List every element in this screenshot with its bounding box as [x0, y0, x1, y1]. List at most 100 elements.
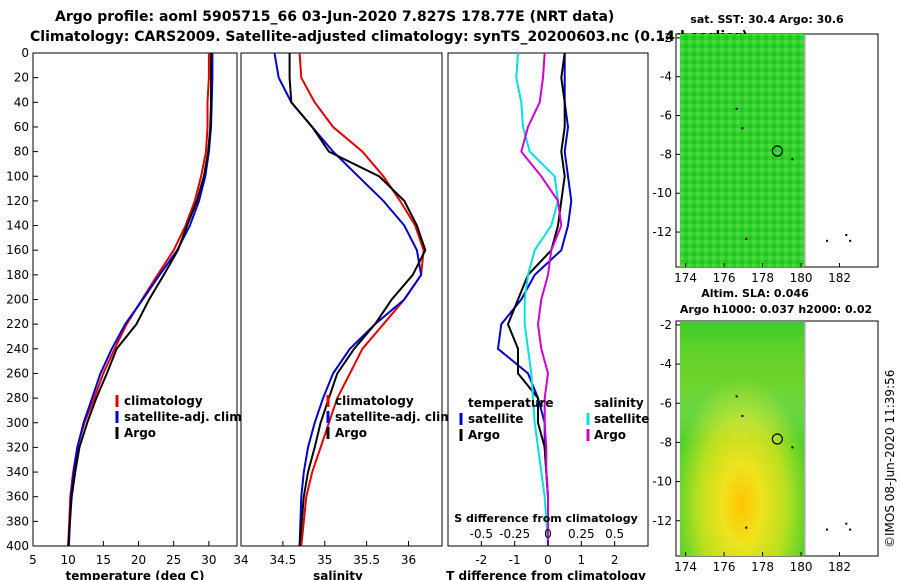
sla_map-ytick-label: -12	[652, 514, 672, 528]
sst_map-argo-marker	[771, 145, 783, 157]
temperature-xtick-label: 15	[96, 553, 111, 567]
sst_map-island	[826, 239, 829, 242]
sla_map-island	[791, 446, 794, 449]
depth-tick-label: 60	[14, 120, 29, 134]
salinity-xtick-label: 36	[401, 553, 416, 567]
temperature-xtick-label: 20	[131, 553, 146, 567]
sst_map-island	[845, 233, 848, 236]
difference-panel: temperature salinity satellite Argo satellit…	[446, 52, 649, 580]
temperature-legend-label: Argo	[124, 426, 156, 440]
salinity-xtick-label: 34.5	[270, 553, 297, 567]
difference-top-tick-label: 0	[544, 527, 552, 541]
difference-top-axis-label: S difference from climatology	[454, 512, 638, 525]
sla_map-xtick-label: 174	[674, 560, 697, 574]
salinity-xtick-label: 34	[233, 553, 248, 567]
sst-map-panel: sat. SST: 30.4 Argo: 30.6 174 176 178 180 18…	[652, 13, 879, 285]
temperature-xtick-label: 5	[29, 553, 37, 567]
sla_map-xtick-label: 176	[713, 560, 736, 574]
sla_map-island	[849, 528, 852, 531]
sst_map-xtick-label: 176	[713, 271, 736, 285]
depth-tick-label: 140	[6, 219, 29, 233]
sla_map-ytick-label: -2	[660, 318, 672, 332]
sst-map-title: sat. SST: 30.4 Argo: 30.6	[690, 13, 844, 26]
depth-tick-label: 320	[6, 440, 29, 454]
sst_map-xtick-label: 182	[828, 271, 851, 285]
sla-field-top-shade	[680, 321, 804, 441]
difference-xtick-label: 1	[578, 553, 586, 567]
difference-top-tick-label: 0.5	[605, 527, 624, 541]
difference-xtick-label: -1	[509, 553, 521, 567]
sla_map-ytick-label: -10	[652, 475, 672, 489]
salinity-legend-label: climatology	[335, 394, 414, 408]
sla_map-island	[745, 526, 748, 529]
sst_map-island	[735, 107, 738, 110]
difference-xlabel: T difference from climatology	[446, 569, 646, 580]
sst_map-xtick-label: 178	[751, 271, 774, 285]
sst-field	[680, 34, 804, 267]
difference-legend-left-heading: temperature	[468, 396, 553, 410]
sla_map-ytick-label: -6	[660, 396, 672, 410]
difference-series-salinity-satellite	[515, 52, 560, 547]
difference-top-tick-label: 0.25	[568, 527, 595, 541]
difference-legend-label: satellite	[468, 412, 523, 426]
depth-tick-label: 120	[6, 194, 29, 208]
depth-tick-label: 160	[6, 243, 29, 257]
temperature-legend-label: satellite-adj. clim.	[124, 410, 246, 424]
difference-series-salinity-argo	[520, 52, 563, 546]
difference-xtick-label: -2	[475, 553, 487, 567]
side-stamp: ©IMOS 08-Jun-2020 11:39:56	[883, 370, 897, 548]
sst_map-island	[741, 127, 744, 130]
sst_map-island	[745, 237, 748, 240]
sst_map-island	[849, 239, 852, 242]
salinity-xlabel: salinity	[313, 569, 363, 580]
difference-legend-right-heading: salinity	[594, 396, 644, 410]
sst_map-island	[791, 158, 794, 161]
salinity-axes	[240, 52, 443, 547]
sst_map-ytick-label: -10	[652, 186, 672, 200]
sla_map-xtick-label: 182	[828, 560, 851, 574]
sst_map-ytick-label: -6	[660, 109, 672, 123]
depth-tick-label: 240	[6, 342, 29, 356]
depth-tick-label: 260	[6, 366, 29, 380]
difference-top-tick-label: -0.5	[470, 527, 493, 541]
sst_map-ytick-label: -2	[660, 31, 672, 45]
salinity-legend-label: satellite-adj. clim.	[335, 410, 457, 424]
depth-tick-label: 380	[6, 514, 29, 528]
sla_map-argo-marker	[771, 433, 783, 445]
sla_map-island	[826, 528, 829, 531]
sla_map-ytick-label: -8	[660, 435, 672, 449]
temperature-xtick-label: 10	[61, 553, 76, 567]
sla_map-xtick-label: 180	[790, 560, 813, 574]
sla-map-panel: Altim. SLA: 0.046 Argo h1000: 0.037 h200…	[652, 287, 879, 574]
sla-map-title-2: Argo h1000: 0.037 h2000: 0.02	[680, 303, 872, 316]
sla_map-island	[741, 415, 744, 417]
salinity-xtick-label: 35	[317, 553, 332, 567]
temperature-axes	[32, 52, 238, 547]
sst_map-xtick-label: 174	[674, 271, 697, 285]
temperature-xtick-label: 25	[166, 553, 181, 567]
depth-tick-label: 200	[6, 293, 29, 307]
sla_map-ytick-label: -4	[660, 357, 672, 371]
depth-tick-label: 360	[6, 490, 29, 504]
sla_map-island	[845, 522, 848, 525]
temperature-panel: climatology satellite-adj. clim. Argo 5 10 1…	[6, 46, 453, 580]
temperature-series-argo	[67, 53, 212, 547]
sst_map-ytick-label: -4	[660, 70, 672, 84]
salinity-series-argo	[288, 53, 427, 547]
depth-tick-label: 20	[14, 71, 29, 85]
difference-series-temperature-satellite	[496, 53, 573, 546]
sst_map-ytick-label: -12	[652, 225, 672, 239]
depth-tick-label: 220	[6, 317, 29, 331]
difference-legend-label: Argo	[468, 428, 500, 442]
temperature-legend-label: climatology	[124, 394, 203, 408]
depth-tick-label: 180	[6, 268, 29, 282]
difference-xtick-label: 0	[544, 553, 552, 567]
title-line-2: Climatology: CARS2009. Satellite-adjuste…	[30, 29, 748, 45]
depth-tick-label: 300	[6, 416, 29, 430]
difference-legend-label: satellite	[594, 412, 649, 426]
depth-tick-label: 80	[14, 145, 29, 159]
depth-tick-label: 100	[6, 169, 29, 183]
sst_map-xtick-label: 180	[790, 271, 813, 285]
depth-tick-label: 400	[6, 539, 29, 553]
